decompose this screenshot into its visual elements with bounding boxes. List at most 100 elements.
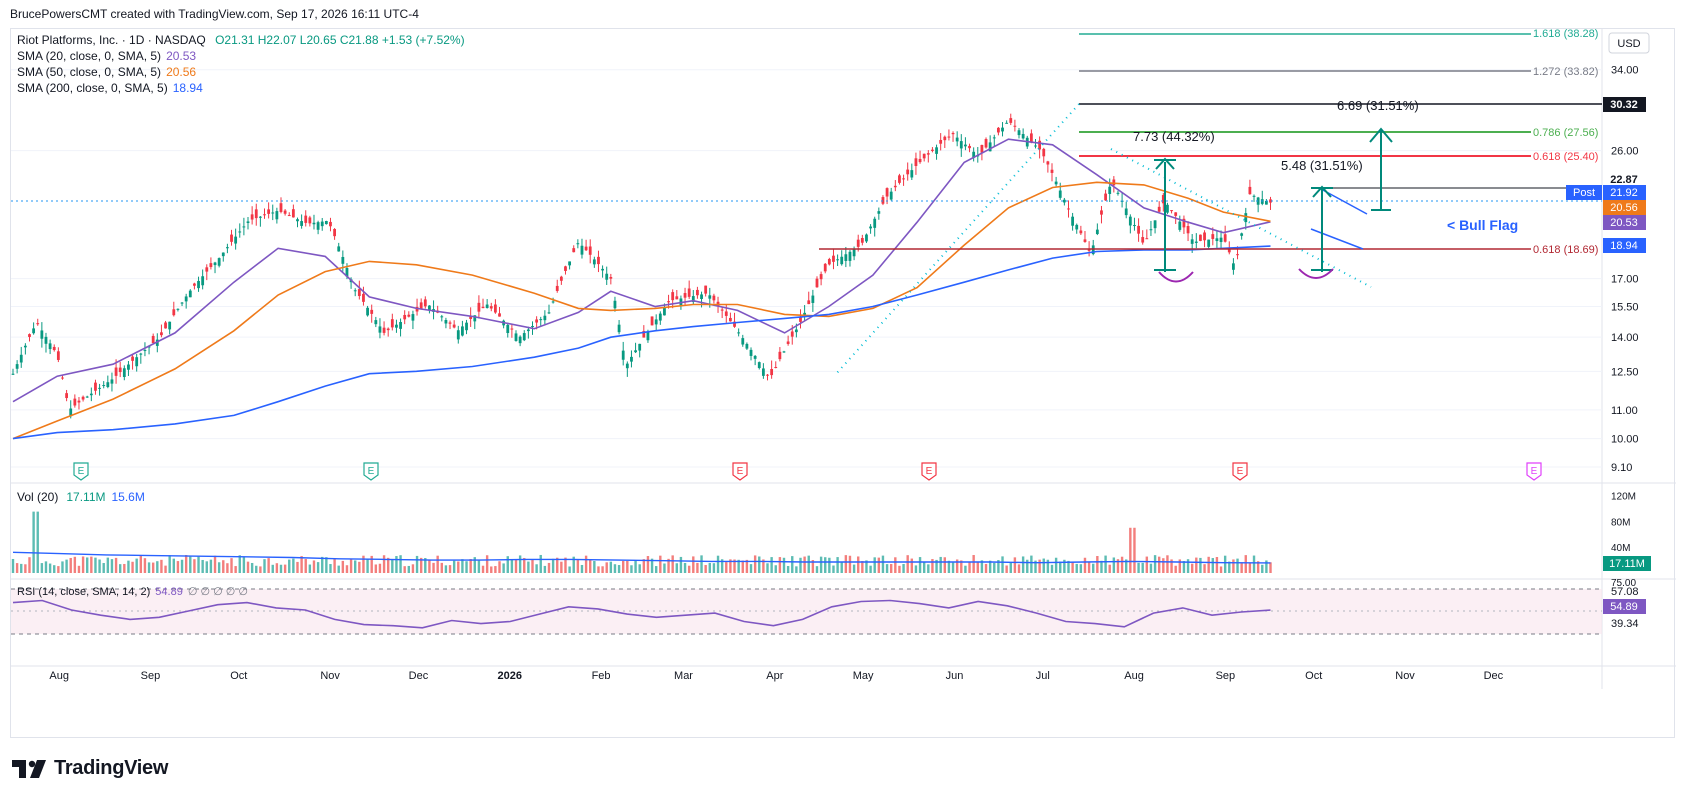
- sma-lines: [12, 138, 1271, 440]
- volume-bar: [1157, 556, 1161, 573]
- time-tick-label: Aug: [1124, 670, 1144, 682]
- volume-bar: [147, 562, 151, 573]
- volume-bar: [733, 559, 736, 573]
- candle-body: [848, 251, 852, 261]
- svg-text:22.87: 22.87: [1610, 174, 1638, 186]
- candle-body: [935, 147, 938, 154]
- volume-bar: [836, 557, 839, 573]
- volume-bar: [679, 556, 683, 573]
- measure-big-label: 6.69 (31.51%): [1337, 98, 1419, 113]
- candle-body: [683, 293, 687, 298]
- tradingview-logo-icon: [12, 759, 46, 778]
- volume-bar: [485, 555, 489, 573]
- candle-body: [860, 238, 864, 243]
- candle-body: [110, 379, 114, 384]
- candle-body: [992, 137, 996, 139]
- candle-body: [1227, 247, 1231, 253]
- volume-bar: [114, 557, 118, 573]
- candle-body: [456, 330, 460, 340]
- volume-bar: [894, 557, 897, 573]
- candle-body: [193, 283, 196, 286]
- candle-body: [362, 293, 365, 302]
- candle-body: [197, 280, 200, 289]
- volume-bar: [1116, 559, 1120, 573]
- volume-bar: [943, 557, 946, 573]
- volume-bar: [749, 564, 753, 573]
- currency-button[interactable]: USD: [1608, 32, 1650, 54]
- price-badges: 30.32 22.87 Post 21.92 20.56 20.53 18.94…: [1566, 97, 1651, 630]
- time-axis[interactable]: Aug Sep Oct Nov Dec 2026 Feb Mar Apr May Jun Jul Aug…: [49, 670, 1503, 682]
- candle-body: [514, 333, 518, 341]
- volume-bar: [81, 556, 85, 573]
- volume-bar: [1079, 564, 1083, 573]
- volume-bar: [762, 559, 765, 573]
- candle-body: [844, 254, 848, 261]
- candle-body: [630, 356, 633, 362]
- volume-bar: [902, 563, 905, 573]
- price-tick-label: 9.10: [1611, 462, 1632, 474]
- fib-1618-label: 1.618 (38.28): [1533, 29, 1598, 40]
- candle-body: [1174, 212, 1178, 216]
- volume-bar: [786, 565, 790, 573]
- svg-text:E: E: [1237, 466, 1244, 477]
- volume-bar: [877, 557, 881, 573]
- volume-bar: [1112, 557, 1116, 573]
- volume-bar: [1174, 565, 1177, 573]
- svg-text:54.89: 54.89: [1610, 601, 1638, 613]
- volume-bar: [403, 566, 406, 573]
- candle-body: [1186, 226, 1190, 234]
- volume-bar: [753, 555, 757, 573]
- candle-body: [943, 136, 947, 141]
- candle-body: [1046, 161, 1050, 165]
- candle-body: [127, 364, 130, 370]
- candle-body: [559, 276, 563, 281]
- volume-bar: [395, 556, 398, 573]
- candle-body: [869, 226, 872, 229]
- candle-body: [160, 332, 163, 336]
- volume-bar: [692, 556, 695, 573]
- candle-body: [543, 315, 547, 321]
- candle-body: [720, 309, 724, 311]
- candle-body: [547, 312, 551, 314]
- time-tick-label: Apr: [766, 670, 783, 682]
- candle-body: [836, 259, 839, 261]
- sma-line: [12, 245, 1271, 440]
- candle-body: [621, 350, 625, 360]
- candle-body: [275, 211, 279, 220]
- candle-body: [73, 398, 77, 406]
- volume-bar: [1186, 559, 1190, 573]
- volume-bar: [708, 562, 711, 573]
- tradingview-logo[interactable]: TradingView: [12, 757, 168, 780]
- svg-text:20.56: 20.56: [1610, 202, 1638, 214]
- volume-bar: [354, 560, 357, 573]
- volume-bar: [349, 558, 353, 573]
- time-tick-label: Sep: [1216, 670, 1236, 682]
- volume-bar: [947, 560, 951, 573]
- volume-bar: [799, 557, 802, 573]
- candle-body: [452, 324, 456, 328]
- price-axis[interactable]: 34.00 26.00 17.00 15.50 14.00 12.50 11.00 10.00…: [1611, 65, 1639, 554]
- volume-bar: [32, 511, 35, 573]
- candle-body: [716, 301, 720, 306]
- volume-bar: [490, 566, 493, 573]
- volume-bar: [213, 555, 217, 573]
- candle-body: [246, 221, 250, 223]
- volume-bar: [461, 559, 464, 573]
- earnings-markers[interactable]: E E E E E E: [73, 462, 1542, 481]
- candle-body: [996, 127, 1000, 133]
- volume-bar: [1038, 559, 1041, 573]
- volume-bar: [848, 555, 852, 573]
- candle-body: [205, 267, 209, 272]
- candle-body: [926, 153, 930, 155]
- candle-body: [1042, 148, 1046, 157]
- candle-body: [1005, 122, 1009, 124]
- volume-bar: [968, 561, 971, 573]
- volume-bar: [312, 560, 316, 573]
- volume-bar: [1042, 558, 1045, 573]
- fib-levels: 1.618 (38.28) 1.272 (33.82) 0.786 (27.56…: [11, 28, 1602, 256]
- volume-bar: [1141, 562, 1144, 573]
- volume-bar: [222, 560, 225, 573]
- candle-body: [85, 396, 89, 398]
- volume-bar: [329, 564, 332, 573]
